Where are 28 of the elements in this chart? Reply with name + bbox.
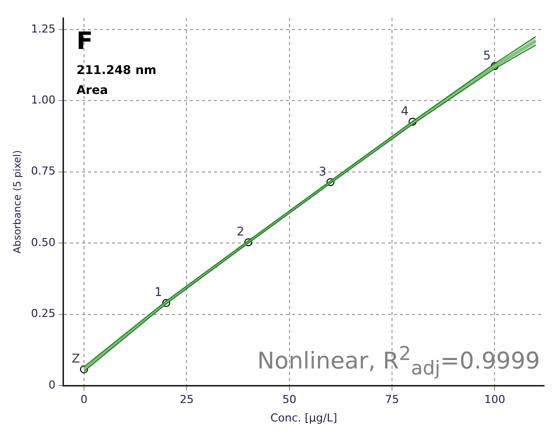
annotation: 1 [154, 285, 162, 300]
annotation: Area [76, 82, 109, 99]
point [80, 365, 88, 374]
y-tick-label: 0 [48, 378, 56, 392]
annotation: 2 [236, 224, 244, 238]
point [162, 298, 170, 307]
text: 211.248 nm [76, 62, 156, 79]
annotation: 3 [318, 164, 326, 178]
x-axis-title: Conc. [µg/L] [270, 411, 338, 424]
y-tick-label: 1.25 [30, 22, 56, 36]
annotation: Z [72, 351, 80, 366]
x-tick-label: 50 [282, 393, 296, 406]
x-tick-label: 75 [385, 393, 400, 406]
point [244, 238, 252, 246]
y-tick-label: 0.75 [30, 164, 56, 178]
y-tick-label: 0.50 [30, 236, 56, 249]
annotation: 4 [400, 104, 409, 118]
x-tick-label: 0 [80, 393, 88, 406]
x-tick-label: 25 [180, 393, 194, 406]
point [326, 178, 334, 186]
chart-title: F [76, 26, 94, 56]
x-tick-label: 100 [484, 393, 506, 406]
y-tick-label: 0.25 [30, 307, 56, 320]
point [408, 118, 417, 126]
annotation: Nonlinear, R$^{2}$$_{adj}$=0.9999 [257, 342, 540, 379]
y-tick-label: 1.00 [30, 94, 56, 106]
y-axis-title: Absorbance (5 pixel) [12, 150, 24, 254]
annotation: 5 [483, 48, 491, 62]
